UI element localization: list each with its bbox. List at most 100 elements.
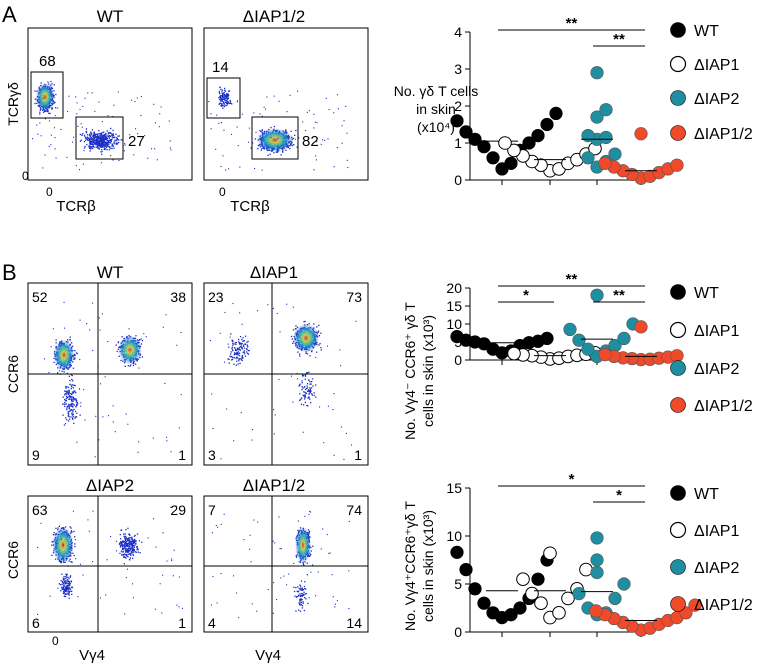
event-dot <box>155 546 157 548</box>
event-dot <box>123 535 125 537</box>
event-dot <box>97 137 99 139</box>
event-dot <box>305 130 307 132</box>
event-dot <box>57 367 59 369</box>
event-dot <box>46 110 48 112</box>
event-dot <box>87 138 89 140</box>
event-dot <box>66 587 68 589</box>
event-dot <box>240 412 242 414</box>
event-dot <box>108 141 110 143</box>
event-dot <box>84 137 87 139</box>
event-dot <box>144 135 146 137</box>
event-dot <box>92 144 94 146</box>
event-dot <box>75 558 77 560</box>
event-dot <box>118 135 120 137</box>
event-dot <box>221 100 224 102</box>
event-dot <box>233 357 235 359</box>
event-dot <box>68 590 70 592</box>
event-dot <box>241 348 243 350</box>
event-dot <box>76 412 78 414</box>
chart-2-ytick-label: 0 <box>454 624 462 640</box>
chart-0-point-ΔIAP1/2 <box>634 127 648 141</box>
event-dot <box>290 130 292 132</box>
event-dot <box>280 577 282 579</box>
event-dot <box>68 593 70 595</box>
event-dot <box>121 544 123 547</box>
event-dot <box>34 102 36 105</box>
event-dot <box>237 348 239 351</box>
event-dot <box>120 542 122 544</box>
flow-a-plot-1-gate-tcrgd <box>30 71 64 119</box>
event-dot <box>301 382 303 384</box>
event-dot <box>178 427 180 429</box>
chart-1-ytick-label: 10 <box>446 316 462 332</box>
event-dot <box>78 388 81 390</box>
event-dot <box>100 145 103 147</box>
event-dot <box>64 596 67 598</box>
event-dot <box>173 549 175 551</box>
event-dot <box>124 613 126 615</box>
event-dot <box>309 555 311 557</box>
event-dot <box>228 102 231 105</box>
event-dot <box>301 588 304 590</box>
event-dot <box>67 576 69 578</box>
event-dot <box>298 385 300 387</box>
event-dot <box>104 145 106 147</box>
chart-2-point-ΔIAP1 <box>534 596 548 611</box>
event-dot <box>300 594 302 597</box>
flow-b-plot-3-events <box>37 505 183 615</box>
event-dot <box>102 146 104 148</box>
event-dot <box>302 431 304 433</box>
event-dot <box>129 365 131 367</box>
event-dot <box>305 588 307 590</box>
event-dot <box>97 134 99 137</box>
event-dot <box>270 137 272 139</box>
event-dot <box>52 552 55 554</box>
event-dot <box>235 357 237 360</box>
event-dot <box>304 375 307 377</box>
chart-1-sig-label: ** <box>613 287 625 304</box>
event-dot <box>76 403 78 405</box>
event-dot <box>71 378 73 381</box>
event-dot <box>238 341 240 343</box>
event-dot <box>131 547 133 550</box>
event-dot <box>69 338 71 341</box>
event-dot <box>316 141 318 143</box>
event-dot <box>124 533 126 535</box>
event-dot <box>102 144 104 146</box>
event-dot <box>138 339 141 341</box>
flow-b-plot-3: ΔIAP2 63 29 6 1 CCR6 0 Vγ4 <box>5 476 193 664</box>
event-dot <box>68 581 70 584</box>
event-dot <box>254 168 256 170</box>
event-dot <box>292 137 294 140</box>
event-dot <box>311 381 313 383</box>
event-dot <box>89 136 91 138</box>
event-dot <box>250 561 252 563</box>
event-dot <box>135 542 137 544</box>
event-dot <box>95 143 98 146</box>
event-dot <box>121 551 123 553</box>
event-dot <box>67 392 69 395</box>
flow-a-plot-1-gate-tcrb <box>75 116 124 160</box>
event-dot <box>65 400 67 402</box>
event-dot <box>65 573 67 575</box>
event-dot <box>53 532 55 534</box>
event-dot <box>340 365 342 367</box>
event-dot <box>53 96 55 98</box>
event-dot <box>96 133 98 135</box>
event-dot <box>315 356 317 358</box>
event-dot <box>224 104 226 106</box>
event-dot <box>104 137 106 140</box>
event-dot <box>304 597 306 599</box>
event-dot <box>241 342 243 345</box>
event-dot <box>238 347 240 349</box>
event-dot <box>125 545 127 547</box>
event-dot <box>124 143 126 145</box>
chart-0-point-WT <box>486 151 500 165</box>
event-dot <box>348 520 350 522</box>
event-dot <box>169 140 171 142</box>
event-dot <box>42 111 45 113</box>
event-dot <box>220 166 222 168</box>
event-dot <box>105 136 107 138</box>
event-dot <box>68 405 70 407</box>
event-dot <box>106 559 108 561</box>
